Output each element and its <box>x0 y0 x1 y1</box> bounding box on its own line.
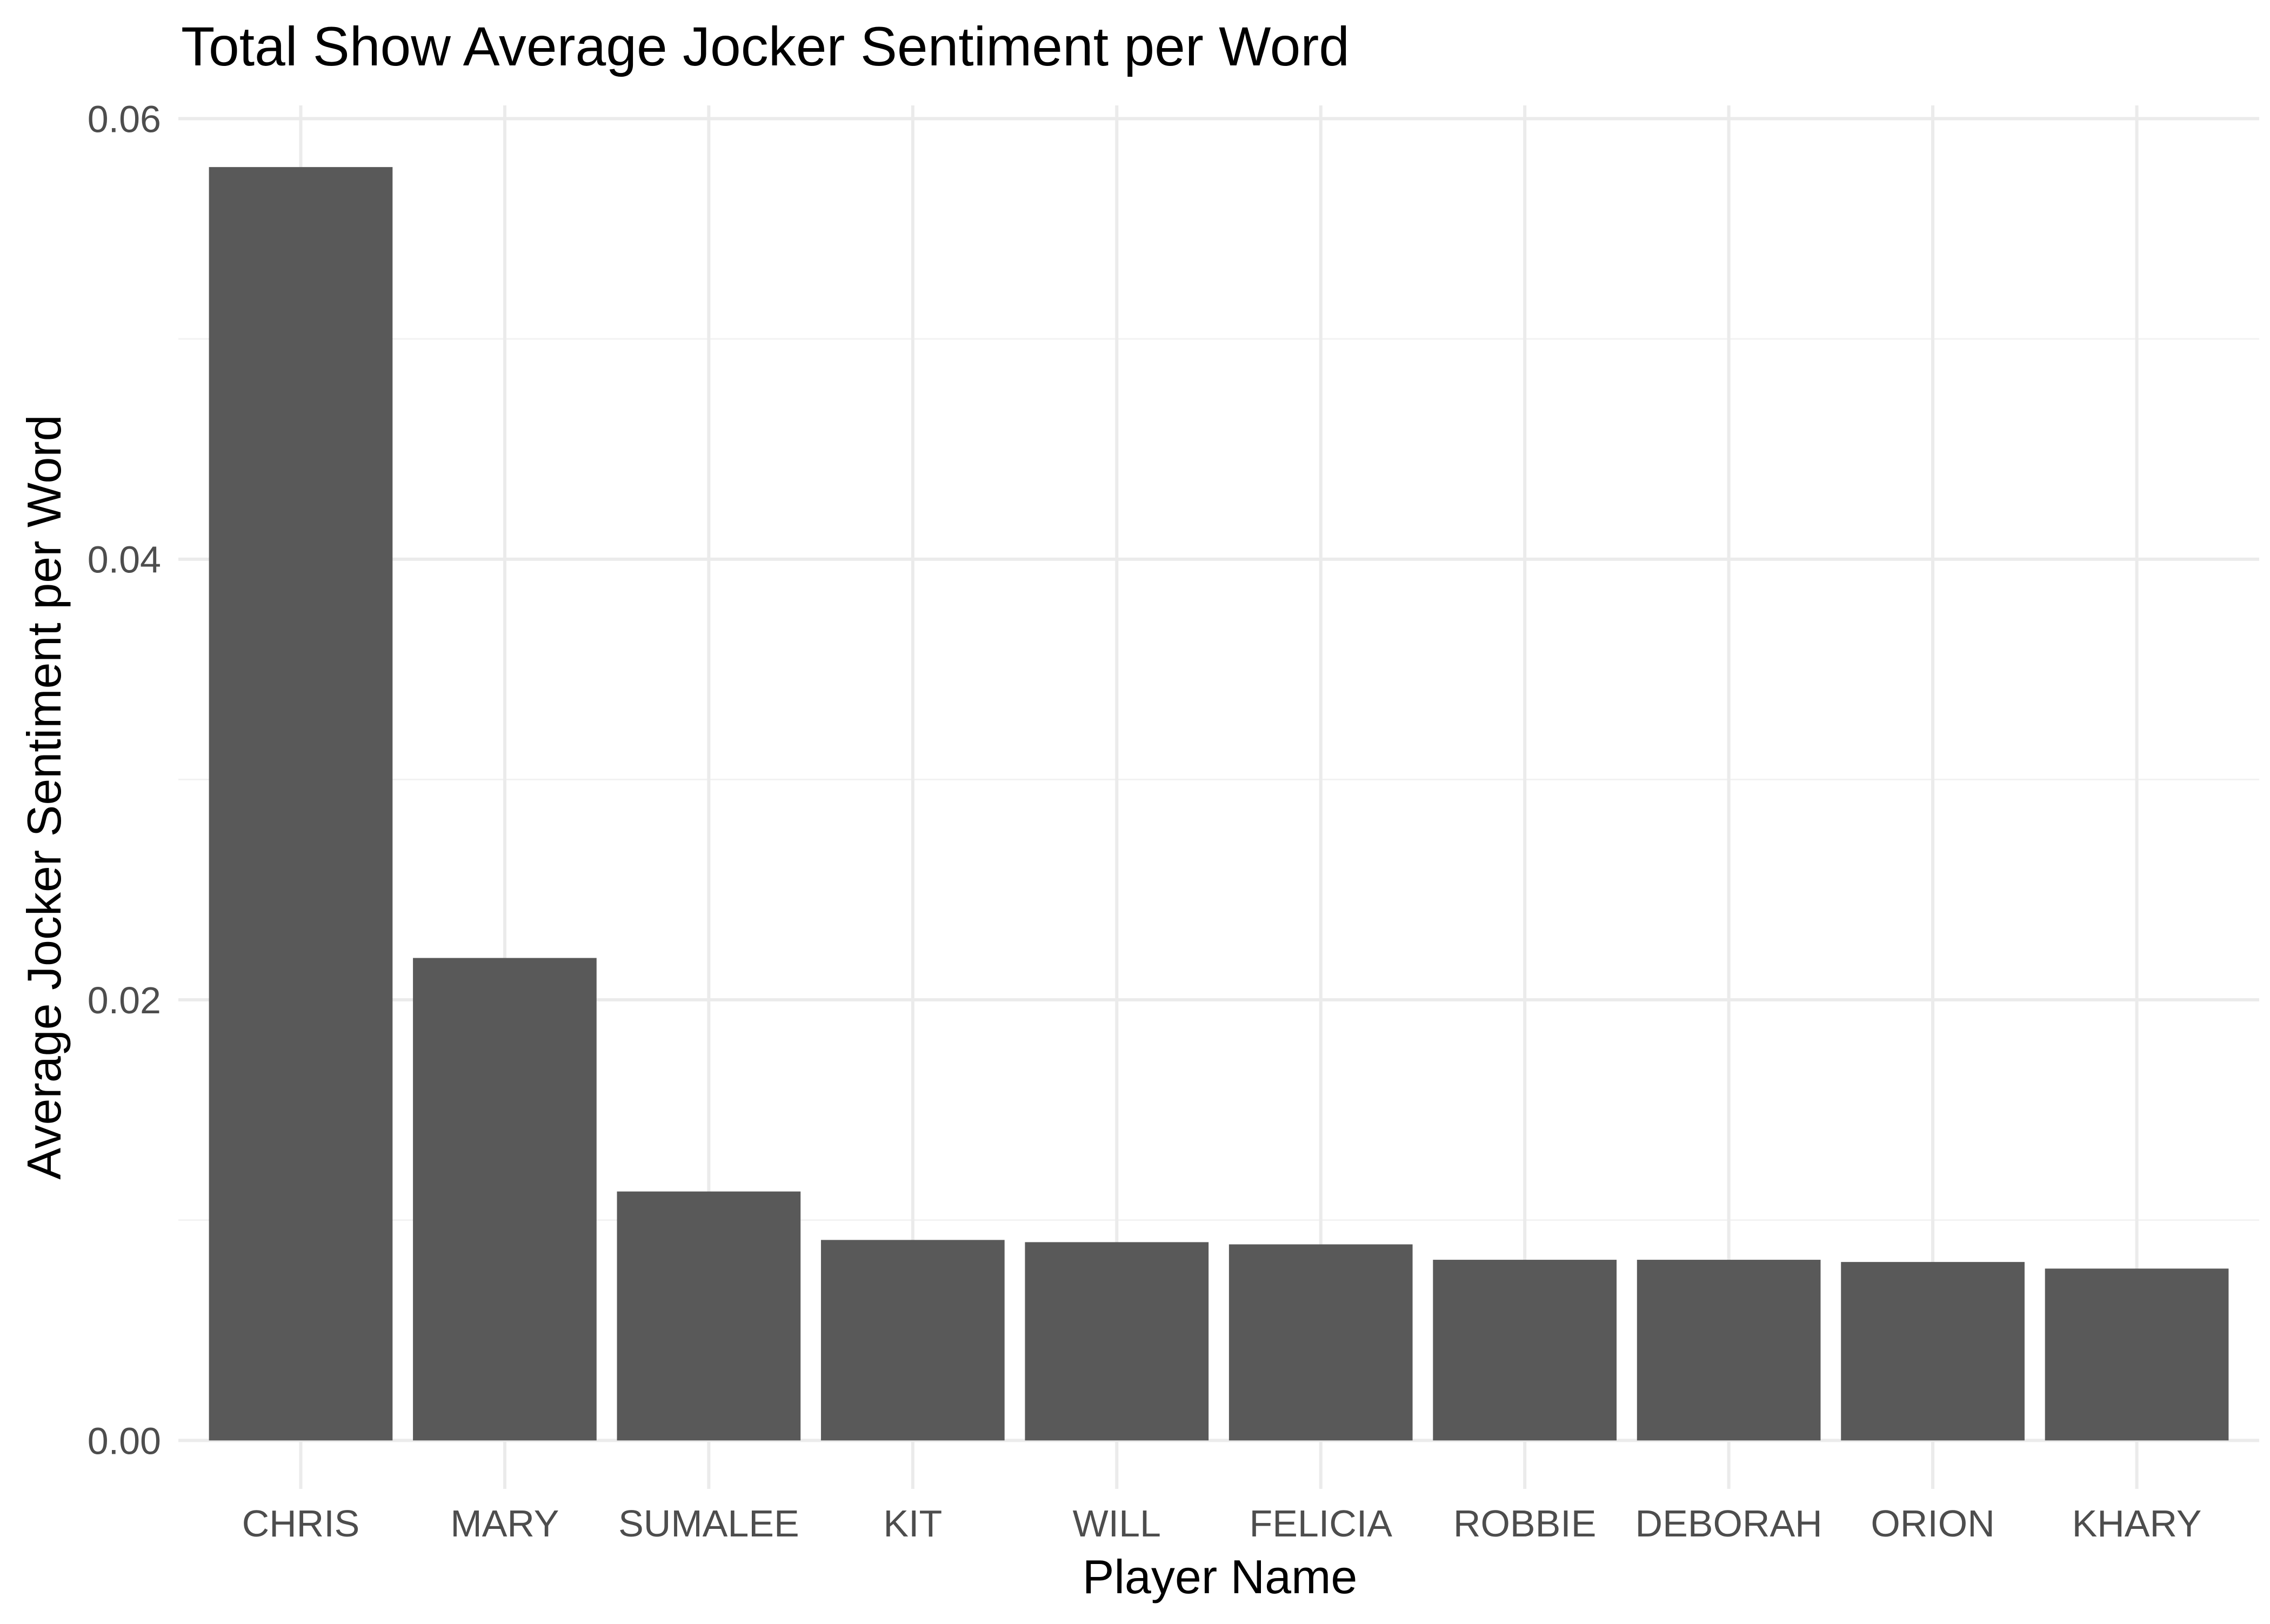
bar-mary <box>413 958 597 1441</box>
x-tick-label: WILL <box>1073 1502 1161 1545</box>
x-tick-label: SUMALEE <box>618 1502 799 1545</box>
bars <box>209 167 2229 1441</box>
x-tick-label: MARY <box>450 1502 559 1545</box>
x-tick-label: ORION <box>1871 1502 1994 1545</box>
y-tick-labels: 0.00 0.02 0.04 0.06 <box>88 98 161 1462</box>
x-tick-labels: CHRIS MARY SUMALEE KIT WILL FELICIA ROBBIE DEBO… <box>242 1502 2202 1545</box>
y-axis-title: Average Jocker Sentiment per Word <box>17 415 71 1179</box>
bar-orion <box>1841 1262 2025 1441</box>
x-tick-label: ROBBIE <box>1453 1502 1597 1545</box>
bar-chris <box>209 167 393 1441</box>
bar-robbie <box>1433 1260 1617 1441</box>
y-tick-label: 0.00 <box>88 1420 161 1462</box>
bar-will <box>1025 1242 1209 1441</box>
bar-sumalee <box>617 1191 801 1441</box>
y-tick-label: 0.06 <box>88 98 161 140</box>
y-tick-label: 0.04 <box>88 539 161 581</box>
chart-title: Total Show Average Jocker Sentiment per … <box>181 16 1350 77</box>
bar-khary <box>2045 1268 2229 1441</box>
bar-kit <box>820 1240 1005 1441</box>
bar-felicia <box>1229 1244 1413 1441</box>
x-tick-label: KHARY <box>2072 1502 2202 1545</box>
x-tick-label: FELICIA <box>1249 1502 1392 1545</box>
x-tick-label: KIT <box>883 1502 942 1545</box>
bar-deborah <box>1637 1260 1821 1441</box>
y-tick-label: 0.02 <box>88 979 161 1021</box>
x-tick-label: DEBORAH <box>1635 1502 1822 1545</box>
x-axis-title: Player Name <box>1083 1550 1358 1603</box>
x-tick-label: CHRIS <box>242 1502 360 1545</box>
